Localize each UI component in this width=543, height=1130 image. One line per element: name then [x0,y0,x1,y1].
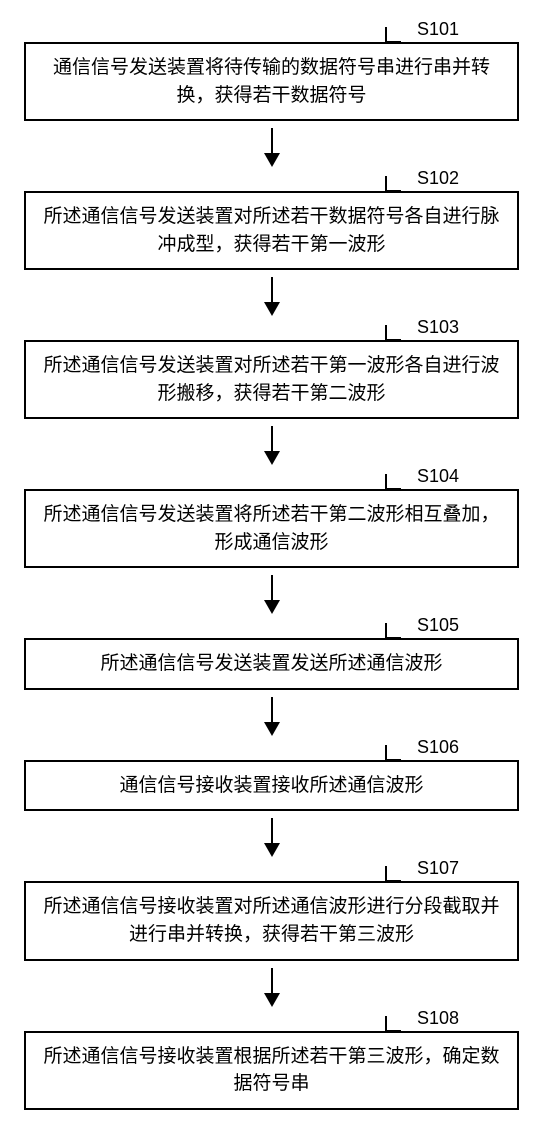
step-id-label: S108 [417,1008,459,1029]
step-id-label: S104 [417,466,459,487]
step-box: 通信信号发送装置将待传输的数据符号串进行串并转换，获得若干数据符号 [24,42,519,121]
flowchart-step: S102所述通信信号发送装置对所述若干数据符号各自进行脉冲成型，获得若干第一波形 [15,169,528,270]
flowchart-step: S107所述通信信号接收装置对所述通信波形进行分段截取并进行串并转换，获得若干第… [15,859,528,960]
arrow-head-icon [264,302,280,316]
step-box: 所述通信信号发送装置对所述若干数据符号各自进行脉冲成型，获得若干第一波形 [24,191,519,270]
flow-arrow [15,811,528,859]
step-id-label: S101 [417,19,459,40]
flowchart-step: S103所述通信信号发送装置对所述若干第一波形各自进行波形搬移，获得若干第二波形 [15,318,528,419]
flow-arrow [15,961,528,1009]
step-tick-mark [385,623,401,639]
step-label-row: S103 [24,318,519,340]
step-tick-mark [385,866,401,882]
arrow-head-icon [264,451,280,465]
arrow-head-icon [264,722,280,736]
step-label-row: S107 [24,859,519,881]
flowchart-step: S104所述通信信号发送装置将所述若干第二波形相互叠加，形成通信波形 [15,467,528,568]
arrow-head-icon [264,153,280,167]
flowchart-step: S108所述通信信号接收装置根据所述若干第三波形，确定数据符号串 [15,1009,528,1110]
step-box: 所述通信信号接收装置对所述通信波形进行分段截取并进行串并转换，获得若干第三波形 [24,881,519,960]
step-label-row: S106 [24,738,519,760]
flow-arrow [15,419,528,467]
flowchart-step: S101通信信号发送装置将待传输的数据符号串进行串并转换，获得若干数据符号 [15,20,528,121]
flow-arrow [15,690,528,738]
step-label-row: S108 [24,1009,519,1031]
step-id-label: S102 [417,168,459,189]
step-label-row: S101 [24,20,519,42]
flowchart-container: S101通信信号发送装置将待传输的数据符号串进行串并转换，获得若干数据符号S10… [15,20,528,1110]
step-id-label: S103 [417,317,459,338]
step-box: 所述通信信号发送装置对所述若干第一波形各自进行波形搬移，获得若干第二波形 [24,340,519,419]
step-id-label: S105 [417,615,459,636]
step-box: 所述通信信号发送装置将所述若干第二波形相互叠加，形成通信波形 [24,489,519,568]
step-box: 所述通信信号接收装置根据所述若干第三波形，确定数据符号串 [24,1031,519,1110]
arrow-head-icon [264,600,280,614]
step-tick-mark [385,27,401,43]
flow-arrow [15,270,528,318]
flowchart-step: S106通信信号接收装置接收所述通信波形 [15,738,528,812]
arrow-head-icon [264,843,280,857]
step-label-row: S104 [24,467,519,489]
flow-arrow [15,568,528,616]
flowchart-step: S105所述通信信号发送装置发送所述通信波形 [15,616,528,690]
step-tick-mark [385,474,401,490]
step-tick-mark [385,1016,401,1032]
step-box: 所述通信信号发送装置发送所述通信波形 [24,638,519,690]
step-label-row: S105 [24,616,519,638]
step-tick-mark [385,176,401,192]
step-id-label: S107 [417,858,459,879]
step-id-label: S106 [417,737,459,758]
flow-arrow [15,121,528,169]
step-box: 通信信号接收装置接收所述通信波形 [24,760,519,812]
step-label-row: S102 [24,169,519,191]
step-tick-mark [385,745,401,761]
step-tick-mark [385,325,401,341]
